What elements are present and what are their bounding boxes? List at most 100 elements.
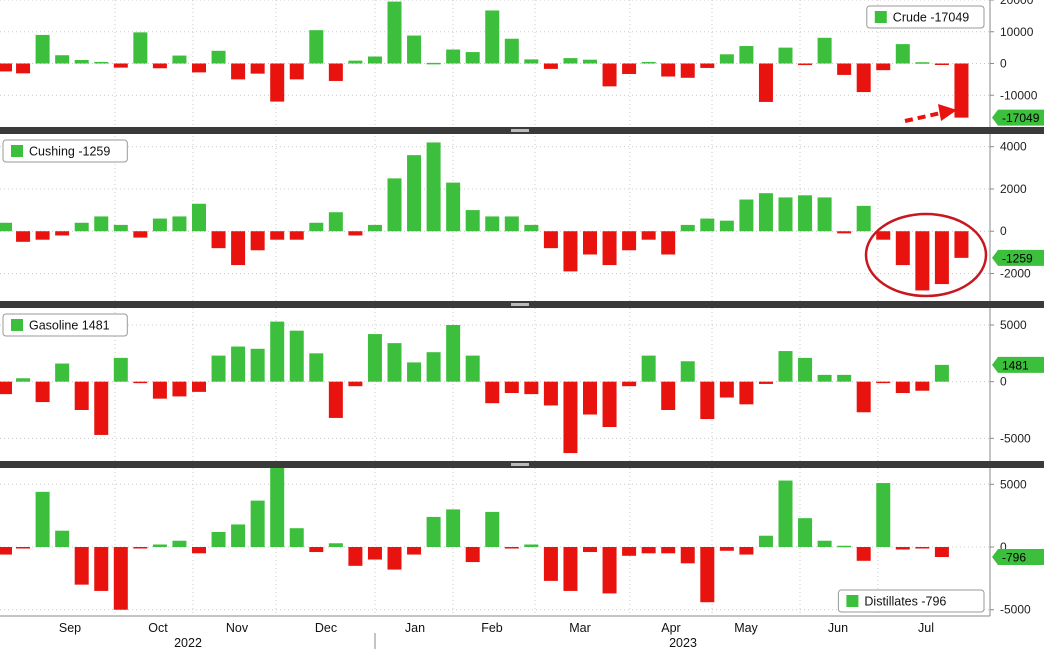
x-tick-label: Mar (569, 621, 591, 635)
data-bar (485, 10, 500, 64)
data-bar (876, 63, 891, 71)
x-tick-label: Feb (481, 621, 503, 635)
data-bar (309, 222, 324, 232)
data-bar (270, 466, 285, 548)
data-bar (504, 216, 519, 232)
data-bar (700, 381, 715, 420)
data-bar (231, 63, 246, 80)
y-tick-label: 2000 (1000, 182, 1027, 196)
data-bar (367, 547, 382, 560)
data-bar (446, 182, 461, 232)
data-bar (798, 63, 813, 66)
data-bar (270, 231, 285, 240)
legend-swatch (874, 11, 887, 23)
data-bar (35, 381, 50, 403)
legend-swatch (846, 595, 859, 607)
panel-separator (990, 461, 1044, 468)
data-bar (387, 1, 402, 64)
data-bar (74, 222, 89, 232)
data-bar (524, 381, 539, 395)
data-bar (16, 231, 31, 242)
highlight-arrow-head (938, 104, 957, 121)
data-bar (172, 55, 187, 64)
data-bar (719, 54, 734, 64)
data-bar (543, 63, 558, 69)
data-bar (543, 231, 558, 249)
data-bar (778, 480, 793, 548)
last-value-tag (992, 356, 1044, 373)
data-bar (641, 355, 656, 382)
data-bar (426, 352, 441, 382)
data-bar (661, 547, 676, 554)
data-bar (446, 49, 461, 64)
data-bar (856, 205, 871, 232)
y-tick-label: 0 (1000, 224, 1007, 238)
data-bar (172, 540, 187, 548)
last-value-label: -17049 (1002, 111, 1040, 125)
data-bar (798, 357, 813, 382)
data-bar (856, 381, 871, 413)
data-bar (563, 58, 578, 64)
data-bar (55, 530, 70, 548)
data-bar (524, 544, 539, 548)
data-bar (895, 547, 910, 550)
data-bar (35, 34, 50, 64)
data-bar (895, 44, 910, 64)
data-bar (250, 231, 265, 251)
y-tick-label: 0 (1000, 57, 1007, 71)
data-bar (35, 231, 50, 240)
data-bar (504, 547, 519, 549)
data-bar (289, 63, 304, 80)
data-bar (680, 63, 695, 78)
data-bar (231, 346, 246, 382)
data-bar (543, 547, 558, 581)
last-value-tag (992, 249, 1044, 266)
legend-swatch (11, 319, 23, 331)
data-bar (915, 547, 930, 549)
data-bar (55, 231, 70, 236)
legend-label: Gasoline 1481 (29, 319, 110, 333)
data-bar (758, 381, 773, 384)
data-bar (309, 30, 324, 64)
data-bar (367, 334, 382, 382)
y-tick-label: 20000 (1000, 0, 1034, 7)
x-tick-label: Sep (59, 621, 81, 635)
data-bar (0, 381, 12, 395)
last-value-tag (992, 109, 1044, 126)
data-bar (602, 231, 617, 266)
data-bar (407, 155, 422, 232)
legend-label: Crude -17049 (893, 11, 969, 25)
data-bar (739, 381, 754, 405)
x-tick-label: Nov (226, 621, 249, 635)
data-bar (641, 61, 656, 64)
data-bar (387, 547, 402, 570)
data-bar (954, 63, 969, 118)
panel-separator (990, 127, 1044, 134)
data-bar (602, 381, 617, 427)
data-bar (641, 547, 656, 554)
data-bar (622, 63, 637, 74)
last-value-label: 1481 (1002, 358, 1029, 372)
data-bar (641, 231, 656, 240)
data-bar (446, 325, 461, 382)
data-bar (739, 199, 754, 232)
data-bar (231, 524, 246, 548)
data-bar (934, 547, 949, 558)
data-bar (622, 231, 637, 251)
data-bar (954, 231, 969, 258)
data-bar (876, 231, 891, 240)
data-bar (934, 364, 949, 382)
y-tick-label: -5000 (1000, 431, 1031, 445)
data-bar (94, 61, 109, 64)
data-bar (524, 224, 539, 232)
data-bar (74, 381, 89, 410)
data-bar (817, 374, 832, 382)
data-bar (837, 63, 852, 75)
data-bar (94, 381, 109, 435)
legend-label: Cushing -1259 (29, 145, 110, 159)
data-bar (661, 381, 676, 410)
data-bar (289, 528, 304, 548)
panel-separator (990, 301, 1044, 308)
data-bar (817, 540, 832, 548)
data-bar (289, 231, 304, 240)
